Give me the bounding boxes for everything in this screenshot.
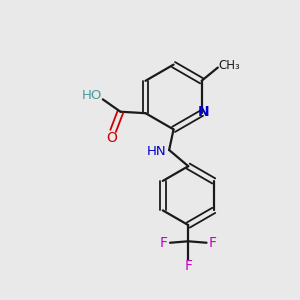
Text: HN: HN xyxy=(147,145,167,158)
Text: HO: HO xyxy=(81,89,102,102)
Text: CH₃: CH₃ xyxy=(218,59,240,72)
Text: F: F xyxy=(184,259,192,273)
Text: O: O xyxy=(106,131,117,145)
Text: F: F xyxy=(209,236,217,250)
Text: N: N xyxy=(198,105,210,119)
Text: F: F xyxy=(160,236,167,250)
